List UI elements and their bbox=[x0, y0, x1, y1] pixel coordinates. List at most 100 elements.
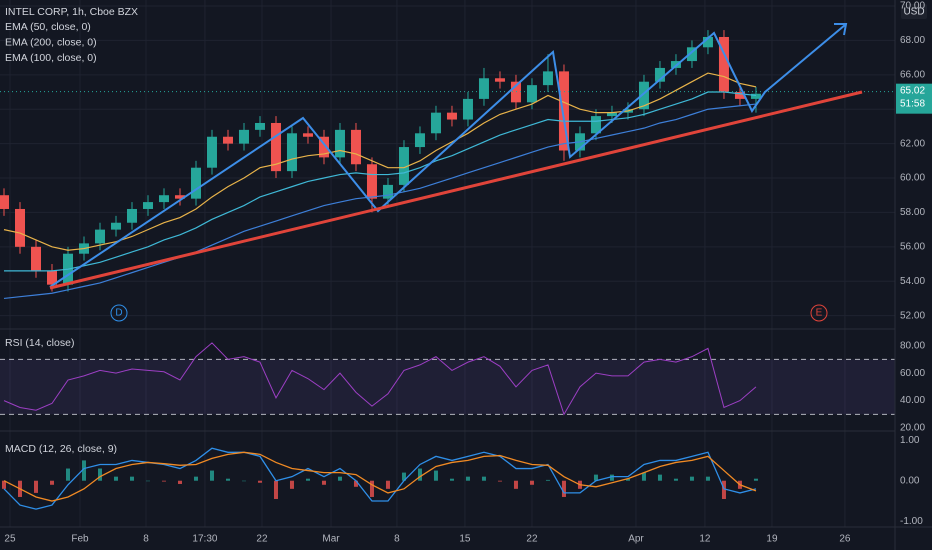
candle-body bbox=[398, 147, 409, 185]
candle-body bbox=[46, 270, 57, 285]
histogram-bar bbox=[337, 476, 342, 481]
legend-entry: EMA (100, close, 0) bbox=[5, 52, 97, 64]
histogram-bar bbox=[689, 476, 694, 481]
histogram-bar bbox=[225, 478, 230, 481]
histogram-bar bbox=[753, 478, 758, 481]
y-tick-label: 60.00 bbox=[900, 368, 925, 379]
candle-body bbox=[446, 112, 457, 120]
candle-body bbox=[254, 122, 265, 130]
marks bbox=[0, 30, 895, 510]
candle-body bbox=[142, 202, 153, 209]
x-tick-label: Apr bbox=[628, 534, 644, 545]
candle-body bbox=[110, 222, 121, 230]
candle-body bbox=[30, 246, 41, 271]
histogram-bar bbox=[497, 480, 502, 482]
candle-body bbox=[430, 112, 441, 134]
histogram-bar bbox=[673, 478, 678, 481]
histogram-bar bbox=[657, 474, 662, 481]
y-tick-label: 56.00 bbox=[900, 241, 925, 252]
y-tick-label: 1.00 bbox=[900, 435, 920, 446]
histogram-bar bbox=[529, 480, 534, 485]
histogram-bar bbox=[241, 480, 246, 482]
candle-body bbox=[222, 136, 233, 144]
candle-body bbox=[286, 133, 297, 172]
x-tick-label: 17:30 bbox=[192, 534, 217, 545]
price-box bbox=[896, 83, 932, 114]
candle-body bbox=[526, 85, 537, 103]
histogram-bar bbox=[289, 480, 294, 489]
candle-body bbox=[478, 78, 489, 99]
currency-box bbox=[901, 4, 927, 19]
candle-body bbox=[238, 129, 249, 144]
histogram-bar bbox=[273, 480, 278, 499]
histogram-bar bbox=[81, 460, 86, 481]
legend-entry: EMA (200, close, 0) bbox=[5, 36, 97, 48]
histogram-bar bbox=[433, 470, 438, 481]
candle-body bbox=[366, 164, 377, 199]
histogram-bar bbox=[257, 480, 262, 483]
histogram-bar bbox=[145, 480, 150, 482]
x-tick-label: 15 bbox=[459, 534, 471, 545]
rsi-pane bbox=[0, 330, 895, 430]
histogram-bar bbox=[705, 476, 710, 481]
candle-body bbox=[462, 98, 473, 120]
pane-title: MACD (12, 26, close, 9) bbox=[5, 443, 117, 455]
x-tick-label: 22 bbox=[526, 534, 538, 545]
histogram-bar bbox=[513, 480, 518, 489]
candle-body bbox=[14, 208, 25, 247]
x-tick-label: 8 bbox=[143, 534, 149, 545]
candle-body bbox=[0, 195, 9, 209]
histogram-bar bbox=[465, 476, 470, 481]
y-tick-label: 62.00 bbox=[900, 138, 925, 149]
y-tick-label: 58.00 bbox=[900, 207, 925, 218]
y-tick-label: -1.00 bbox=[900, 516, 923, 527]
candle-body bbox=[702, 36, 713, 48]
candle-body bbox=[510, 81, 521, 103]
histogram-bar bbox=[561, 480, 566, 497]
zigzag-drawing bbox=[49, 31, 766, 288]
histogram-bar bbox=[449, 478, 454, 481]
y-tick-label: 52.00 bbox=[900, 310, 925, 321]
candle-body bbox=[494, 78, 505, 82]
candle-body bbox=[638, 81, 649, 110]
histogram-bar bbox=[161, 480, 166, 482]
candle-body bbox=[94, 229, 105, 244]
x-tick-label: 12 bbox=[699, 534, 711, 545]
marker-label: D bbox=[115, 308, 122, 319]
last-price-label: 65.02 bbox=[900, 85, 925, 96]
candle-body bbox=[350, 129, 361, 165]
y-tick-label: 20.00 bbox=[900, 423, 925, 434]
series-line bbox=[3, 91, 757, 272]
y-tick-label: 0.00 bbox=[900, 475, 920, 486]
histogram-bar bbox=[193, 476, 198, 481]
candle-body bbox=[334, 129, 345, 158]
x-tick-label: 19 bbox=[766, 534, 778, 545]
histogram-bar bbox=[369, 480, 374, 497]
candle-body bbox=[174, 195, 185, 199]
candle-body bbox=[542, 71, 553, 86]
series-line bbox=[3, 103, 757, 300]
histogram-bar bbox=[721, 480, 726, 499]
chart-title: INTEL CORP, 1h, Cboe BZX bbox=[5, 6, 138, 18]
candle-body bbox=[158, 195, 169, 203]
series-line bbox=[3, 72, 757, 251]
marker-circle bbox=[110, 304, 128, 322]
histogram-bar bbox=[113, 476, 118, 481]
candle-body bbox=[590, 116, 601, 134]
histogram-bar bbox=[545, 479, 550, 481]
histogram-bar bbox=[593, 474, 598, 481]
histogram-bar bbox=[65, 468, 70, 481]
y-tick-label: 70.00 bbox=[900, 1, 925, 12]
histogram-bar bbox=[417, 468, 422, 481]
arrow-drawing bbox=[764, 24, 846, 93]
x-tick-label: 26 bbox=[839, 534, 851, 545]
histogram-bar bbox=[97, 468, 102, 481]
candle-body bbox=[318, 136, 329, 158]
y-tick-label: 60.00 bbox=[900, 173, 925, 184]
trend-line bbox=[49, 90, 863, 290]
histogram-bar bbox=[209, 470, 214, 481]
x-tick-label: 8 bbox=[394, 534, 400, 545]
histogram-bar bbox=[1, 480, 6, 489]
candle-body bbox=[654, 67, 665, 82]
